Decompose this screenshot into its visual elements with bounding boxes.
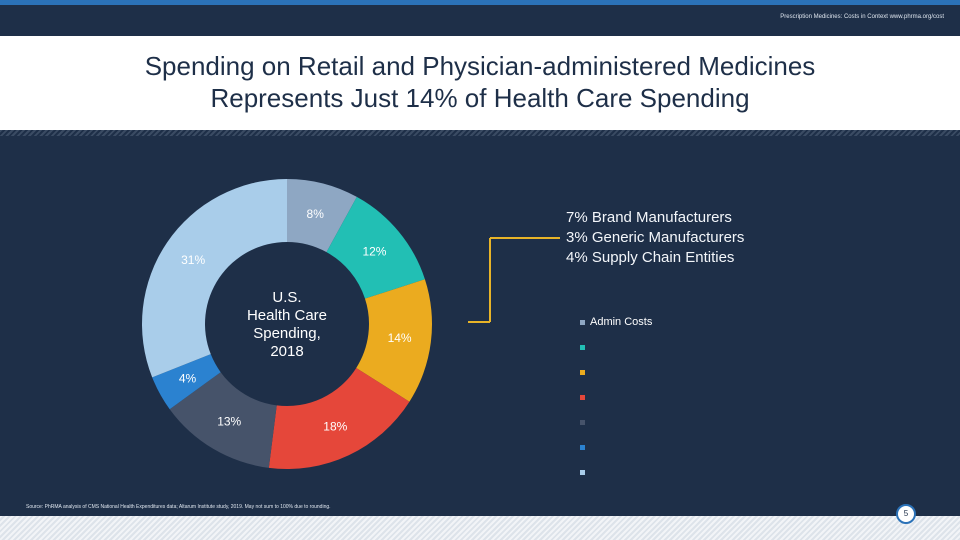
- slice-label: 14%: [388, 331, 412, 345]
- top-bar: [0, 0, 960, 36]
- callout-brand: 7% Brand Manufacturers: [566, 209, 732, 226]
- donut-slice: [287, 179, 357, 253]
- supply-chain-callout: 7% Brand Manufacturers 3% Generic Manufa…: [566, 208, 744, 268]
- donut-slice: [142, 179, 287, 378]
- title-divider-hatch: [0, 130, 960, 136]
- slice-label: 4%: [179, 372, 197, 386]
- slice-label: 18%: [323, 420, 347, 434]
- center-label-line: U.S.: [272, 289, 301, 306]
- donut-slice: [326, 196, 425, 299]
- legend-swatch: [580, 345, 585, 350]
- slice-label: 8%: [307, 207, 325, 221]
- legend-swatch: [580, 395, 585, 400]
- header-text: Prescription Medicines: Costs in Context…: [780, 14, 944, 20]
- center-label-line: Health Care: [247, 307, 327, 324]
- title-line-2: Represents Just 14% of Health Care Spend…: [210, 83, 750, 113]
- center-label-line: 2018: [270, 343, 303, 360]
- source-note: Source: PhRMA analysis of CMS National H…: [26, 504, 331, 510]
- legend-swatch: [580, 320, 585, 325]
- slice-label: 31%: [181, 253, 205, 267]
- legend-swatch: [580, 445, 585, 450]
- legend-swatch: [580, 420, 585, 425]
- slices-layer: [142, 179, 432, 469]
- slice-label: 12%: [362, 245, 386, 259]
- footer-hatch: [0, 516, 960, 540]
- callout-supply-chain: 4% Supply Chain Entities: [566, 249, 735, 266]
- callout-generic: 3% Generic Manufacturers: [566, 229, 745, 246]
- legend-swatch: [580, 370, 585, 375]
- slice-label: 13%: [217, 415, 241, 429]
- donut-slice: [152, 354, 221, 410]
- donut-slice: [268, 367, 410, 469]
- title-band: [0, 36, 960, 130]
- legend-label: Admin Costs: [590, 316, 653, 328]
- legend-swatch: [580, 470, 585, 475]
- title-line-1: Spending on Retail and Physician-adminis…: [144, 51, 816, 81]
- page-number: 5: [896, 504, 916, 524]
- page-title: Spending on Retail and Physician-adminis…: [0, 50, 960, 114]
- donut-slice: [169, 372, 277, 468]
- center-label-line: Spending,: [253, 325, 321, 342]
- labels-layer: 8% 12% 14% 18% 13% 4% 31%: [179, 207, 412, 434]
- donut-slice: [356, 279, 432, 402]
